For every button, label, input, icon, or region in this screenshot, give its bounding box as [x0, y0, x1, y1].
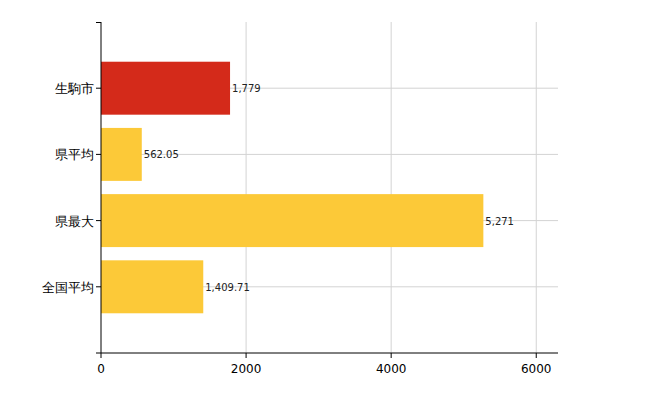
x-tick: [536, 353, 537, 358]
x-tick-label: 0: [97, 362, 105, 376]
x-tick-label: 4000: [376, 362, 407, 376]
y-axis: [101, 22, 102, 353]
bar: [101, 62, 230, 115]
data-label: 562.05: [144, 149, 179, 160]
data-label: 5,271: [485, 216, 514, 227]
bar: [101, 260, 203, 313]
bars: [101, 62, 483, 314]
y-tick: [96, 220, 101, 221]
category-label: 県平均: [55, 147, 94, 162]
y-tick: [96, 286, 101, 287]
x-tick-label: 6000: [521, 362, 552, 376]
y-tick: [96, 88, 101, 89]
data-label: 1,409.71: [205, 282, 250, 293]
grid-line: [536, 22, 537, 353]
chart: 1,779 562.05 5,271 1,409.71 0 2000 4000 6000 生駒市…: [0, 0, 650, 400]
grid-line: [391, 22, 392, 353]
bar: [101, 194, 483, 247]
x-tick-label: 2000: [231, 362, 262, 376]
y-tick: [96, 154, 101, 155]
category-label: 県最大: [55, 214, 94, 229]
y-axis-end-tick: [96, 22, 101, 23]
category-label: 生駒市: [55, 81, 94, 96]
x-axis: [101, 353, 558, 354]
y-axis-end-tick: [96, 353, 101, 354]
x-tick: [246, 353, 247, 358]
x-tick: [391, 353, 392, 358]
grid-line: [246, 22, 247, 353]
x-tick: [101, 353, 102, 358]
bar: [101, 128, 142, 181]
data-label: 1,779: [232, 83, 261, 94]
category-label: 全国平均: [42, 280, 94, 295]
